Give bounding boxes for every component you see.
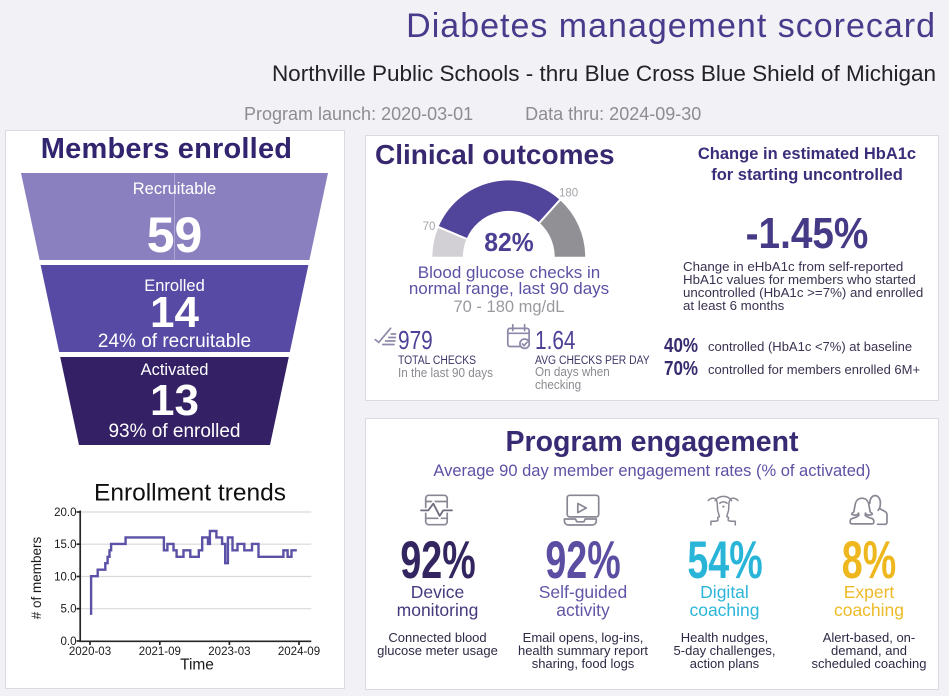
- svg-text:2021-09: 2021-09: [139, 646, 181, 658]
- svg-text:15.0: 15.0: [54, 539, 76, 551]
- svg-text:70: 70: [423, 221, 436, 233]
- svg-text:# of members: # of members: [29, 536, 44, 619]
- svg-text:Time: Time: [180, 657, 214, 674]
- svg-text:Enrollment trends: Enrollment trends: [94, 480, 286, 507]
- svg-text:20.0: 20.0: [54, 507, 76, 519]
- svg-text:0.0: 0.0: [61, 636, 77, 648]
- svg-text:10.0: 10.0: [54, 572, 76, 584]
- svg-text:2023-03: 2023-03: [208, 646, 250, 658]
- svg-text:5.0: 5.0: [61, 604, 77, 616]
- svg-text:2020-03: 2020-03: [69, 646, 111, 658]
- svg-text:2024-09: 2024-09: [278, 646, 320, 658]
- svg-text:180: 180: [559, 188, 578, 200]
